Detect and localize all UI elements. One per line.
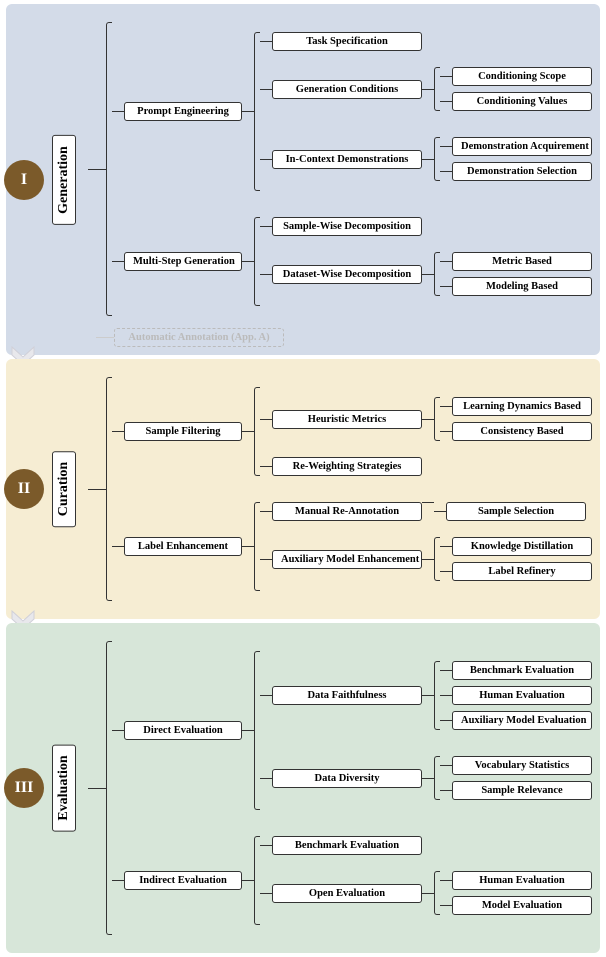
tree-node: Benchmark Evaluation (272, 836, 422, 855)
roman-badge: II (4, 469, 44, 509)
roman-badge: III (4, 768, 44, 808)
tree-node: Generation Conditions (272, 80, 422, 99)
tree-node: Sample-Wise Decomposition (272, 217, 422, 236)
tree: Sample Filtering Heuristic Metrics Learnin… (88, 367, 592, 611)
tree-node: Sample Relevance (452, 781, 592, 800)
tree-node: Learning Dynamics Based (452, 397, 592, 416)
tree-node: Benchmark Evaluation (452, 661, 592, 680)
tree-node: Indirect Evaluation (124, 871, 242, 890)
tree-node: Label Enhancement (124, 537, 242, 556)
tree-node: Open Evaluation (272, 884, 422, 903)
tree-node: Sample Selection (446, 502, 586, 521)
panel-iii: III Evaluation Direct Evaluation Data Faith… (6, 623, 600, 953)
tree-node: Dataset-Wise Decomposition (272, 265, 422, 284)
tree-node: Manual Re-Annotation (272, 502, 422, 521)
tree-node: Re-Weighting Strategies (272, 457, 422, 476)
panel-i: I Generation Prompt Engineering Task Specif… (6, 4, 600, 355)
tree-node: Conditioning Scope (452, 67, 592, 86)
tree-node: Label Refinery (452, 562, 592, 581)
tree: Prompt Engineering Task Specification Gene… (88, 12, 592, 347)
panel-title: Evaluation (52, 744, 76, 831)
tree: Direct Evaluation Data Faithfulness Benchm… (88, 631, 592, 945)
tree-node: Human Evaluation (452, 686, 592, 705)
tree-node: Automatic Annotation (App. A) (114, 328, 284, 347)
tree-node: Data Diversity (272, 769, 422, 788)
tree-node: Consistency Based (452, 422, 592, 441)
tree-node: Heuristic Metrics (272, 410, 422, 429)
tree-node: Model Evaluation (452, 896, 592, 915)
tree-node: Direct Evaluation (124, 721, 242, 740)
tree-node: Human Evaluation (452, 871, 592, 890)
tree-node: Knowledge Distillation (452, 537, 592, 556)
tree-node: Sample Filtering (124, 422, 242, 441)
tree-node: Modeling Based (452, 277, 592, 296)
tree-node: Prompt Engineering (124, 102, 242, 121)
tree-node: Metric Based (452, 252, 592, 271)
tree-node: Auxiliary Model Enhancement (272, 550, 422, 569)
tree-node: Demonstration Selection (452, 162, 592, 181)
panel-title: Generation (52, 135, 76, 225)
roman-badge: I (4, 160, 44, 200)
tree-node: Task Specification (272, 32, 422, 51)
tree-node: Vocabulary Statistics (452, 756, 592, 775)
tree-node: Auxiliary Model Evaluation (452, 711, 592, 730)
tree-node: Demonstration Acquirement (452, 137, 592, 156)
tree-node: Multi-Step Generation (124, 252, 242, 271)
tree-node: Data Faithfulness (272, 686, 422, 705)
tree-node: Conditioning Values (452, 92, 592, 111)
panel-title: Curation (52, 451, 76, 527)
panel-ii: II Curation Sample Filtering Heuristic Metr… (6, 359, 600, 619)
tree-node: In-Context Demonstrations (272, 150, 422, 169)
